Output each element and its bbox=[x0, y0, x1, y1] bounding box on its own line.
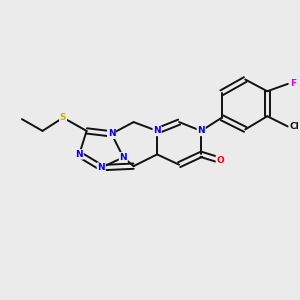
Text: N: N bbox=[119, 153, 127, 162]
Text: N: N bbox=[108, 129, 116, 138]
Text: Cl: Cl bbox=[290, 122, 299, 131]
Text: N: N bbox=[197, 126, 205, 135]
Text: O: O bbox=[216, 156, 224, 165]
Text: F: F bbox=[290, 80, 296, 88]
Text: N: N bbox=[75, 150, 83, 159]
Text: S: S bbox=[60, 113, 66, 122]
Text: N: N bbox=[98, 163, 105, 172]
Text: N: N bbox=[153, 126, 161, 135]
